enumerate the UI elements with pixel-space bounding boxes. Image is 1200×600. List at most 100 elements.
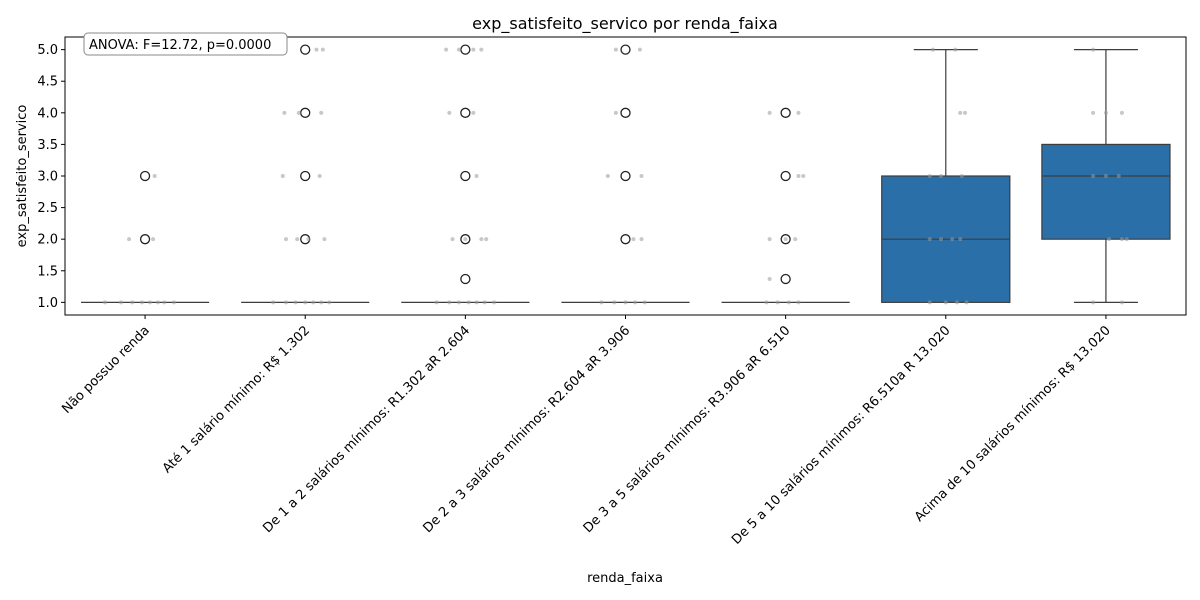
jitter-point (162, 300, 167, 305)
jitter-point (103, 300, 108, 305)
jitter-point (612, 300, 617, 305)
jitter-point (783, 237, 788, 242)
jitter-point (1124, 237, 1129, 242)
jitter-point (314, 47, 319, 52)
outlier-point (620, 44, 631, 55)
jitter-point (767, 110, 772, 115)
jitter-point (764, 300, 769, 305)
y-tick-label: 4.0 (37, 106, 58, 121)
x-axis-label: renda_faixa (587, 571, 663, 586)
y-tick-label: 2.0 (37, 233, 58, 248)
outlier-point (300, 44, 311, 55)
jitter-point (283, 300, 288, 305)
box-group (401, 44, 530, 303)
jitter-point (927, 300, 932, 305)
box-iqr (1041, 143, 1171, 240)
jitter-point (303, 300, 308, 305)
jitter-point (127, 237, 132, 242)
jitter-point (1116, 174, 1121, 178)
jitter-point (613, 47, 618, 52)
y-tick-label: 3.0 (37, 170, 58, 185)
outlier-point (460, 273, 471, 285)
outlier-point (780, 234, 791, 245)
jitter-point (293, 300, 298, 305)
outlier-point (139, 234, 151, 245)
jitter-point (1107, 237, 1112, 242)
jitter-point (959, 174, 964, 178)
x-tick-label: Até 1 salário mínimo: R$ 1.302 (160, 323, 313, 476)
jitter-point (484, 237, 489, 242)
outlier-point (460, 107, 471, 118)
outlier-point (460, 234, 471, 245)
jitter-point (306, 237, 311, 242)
jitter-point (271, 300, 276, 305)
jitter-layer (103, 47, 1129, 305)
jitter-point (322, 237, 327, 242)
jitter-point (1119, 237, 1124, 242)
jitter-point (767, 276, 772, 281)
box-group (81, 170, 210, 303)
jitter-point (450, 237, 455, 242)
y-tick-label: 4.5 (37, 75, 58, 90)
jitter-point (927, 237, 932, 242)
y-tick-label: 1.5 (37, 264, 58, 279)
jitter-point (320, 47, 325, 52)
anova-annotation-box (83, 32, 288, 56)
jitter-point (456, 47, 461, 52)
jitter-point (456, 300, 461, 305)
y-axis-ticks: 1.0 1.5 2.0 2.5 3.0 3.5 4.0 4.5 5.0 (37, 43, 65, 311)
jitter-point (463, 237, 468, 242)
y-tick-label: 2.5 (37, 201, 58, 216)
jitter-point (963, 110, 968, 115)
jitter-point (639, 237, 644, 242)
x-tick-label: Não possuo renda (59, 323, 153, 417)
jitter-point (317, 174, 322, 178)
jitter-point (479, 237, 484, 242)
jitter-point (155, 300, 160, 305)
jitter-point (295, 237, 300, 242)
chart-title: exp_satisfeito_servico por renda_faixa (472, 14, 778, 34)
jitter-point (147, 300, 152, 305)
jitter-point (482, 300, 487, 305)
outlier-point (139, 170, 151, 182)
outlier-point (300, 107, 311, 118)
jitter-point (943, 300, 948, 305)
jitter-point (599, 300, 604, 305)
jitter-point (119, 300, 124, 305)
jitter-point (444, 47, 449, 52)
jitter-point (958, 110, 963, 115)
outlier-point (780, 273, 791, 285)
jitter-point (466, 300, 471, 305)
jitter-point (796, 110, 801, 115)
jitter-point (319, 110, 324, 115)
box-group (881, 49, 1011, 303)
jitter-point (623, 300, 628, 305)
jitter-point (139, 300, 144, 305)
jitter-point (927, 174, 932, 178)
plot-area-frame (64, 36, 1187, 316)
jitter-point (447, 300, 452, 305)
y-tick-label: 3.5 (37, 138, 58, 153)
jitter-point (633, 300, 638, 305)
box-group (721, 107, 850, 303)
jitter-point (938, 237, 943, 242)
box-group (1041, 49, 1171, 303)
jitter-point (471, 47, 476, 52)
outlier-point (620, 170, 631, 182)
jitter-point (280, 174, 285, 178)
anova-annotation-text: ANOVA: F=12.72, p=0.0000 (89, 38, 271, 53)
outlier-point (460, 44, 471, 55)
jitter-point (1103, 174, 1108, 178)
jitter-point (796, 174, 801, 178)
box-group (561, 44, 690, 303)
jitter-point (930, 47, 935, 52)
outlier-point (780, 170, 791, 182)
jitter-point (1091, 300, 1096, 305)
jitter-point (474, 300, 479, 305)
outlier-point (620, 234, 631, 245)
jitter-point (319, 300, 324, 305)
jitter-point (605, 174, 610, 178)
jitter-point (327, 300, 332, 305)
jitter-point (801, 174, 806, 178)
